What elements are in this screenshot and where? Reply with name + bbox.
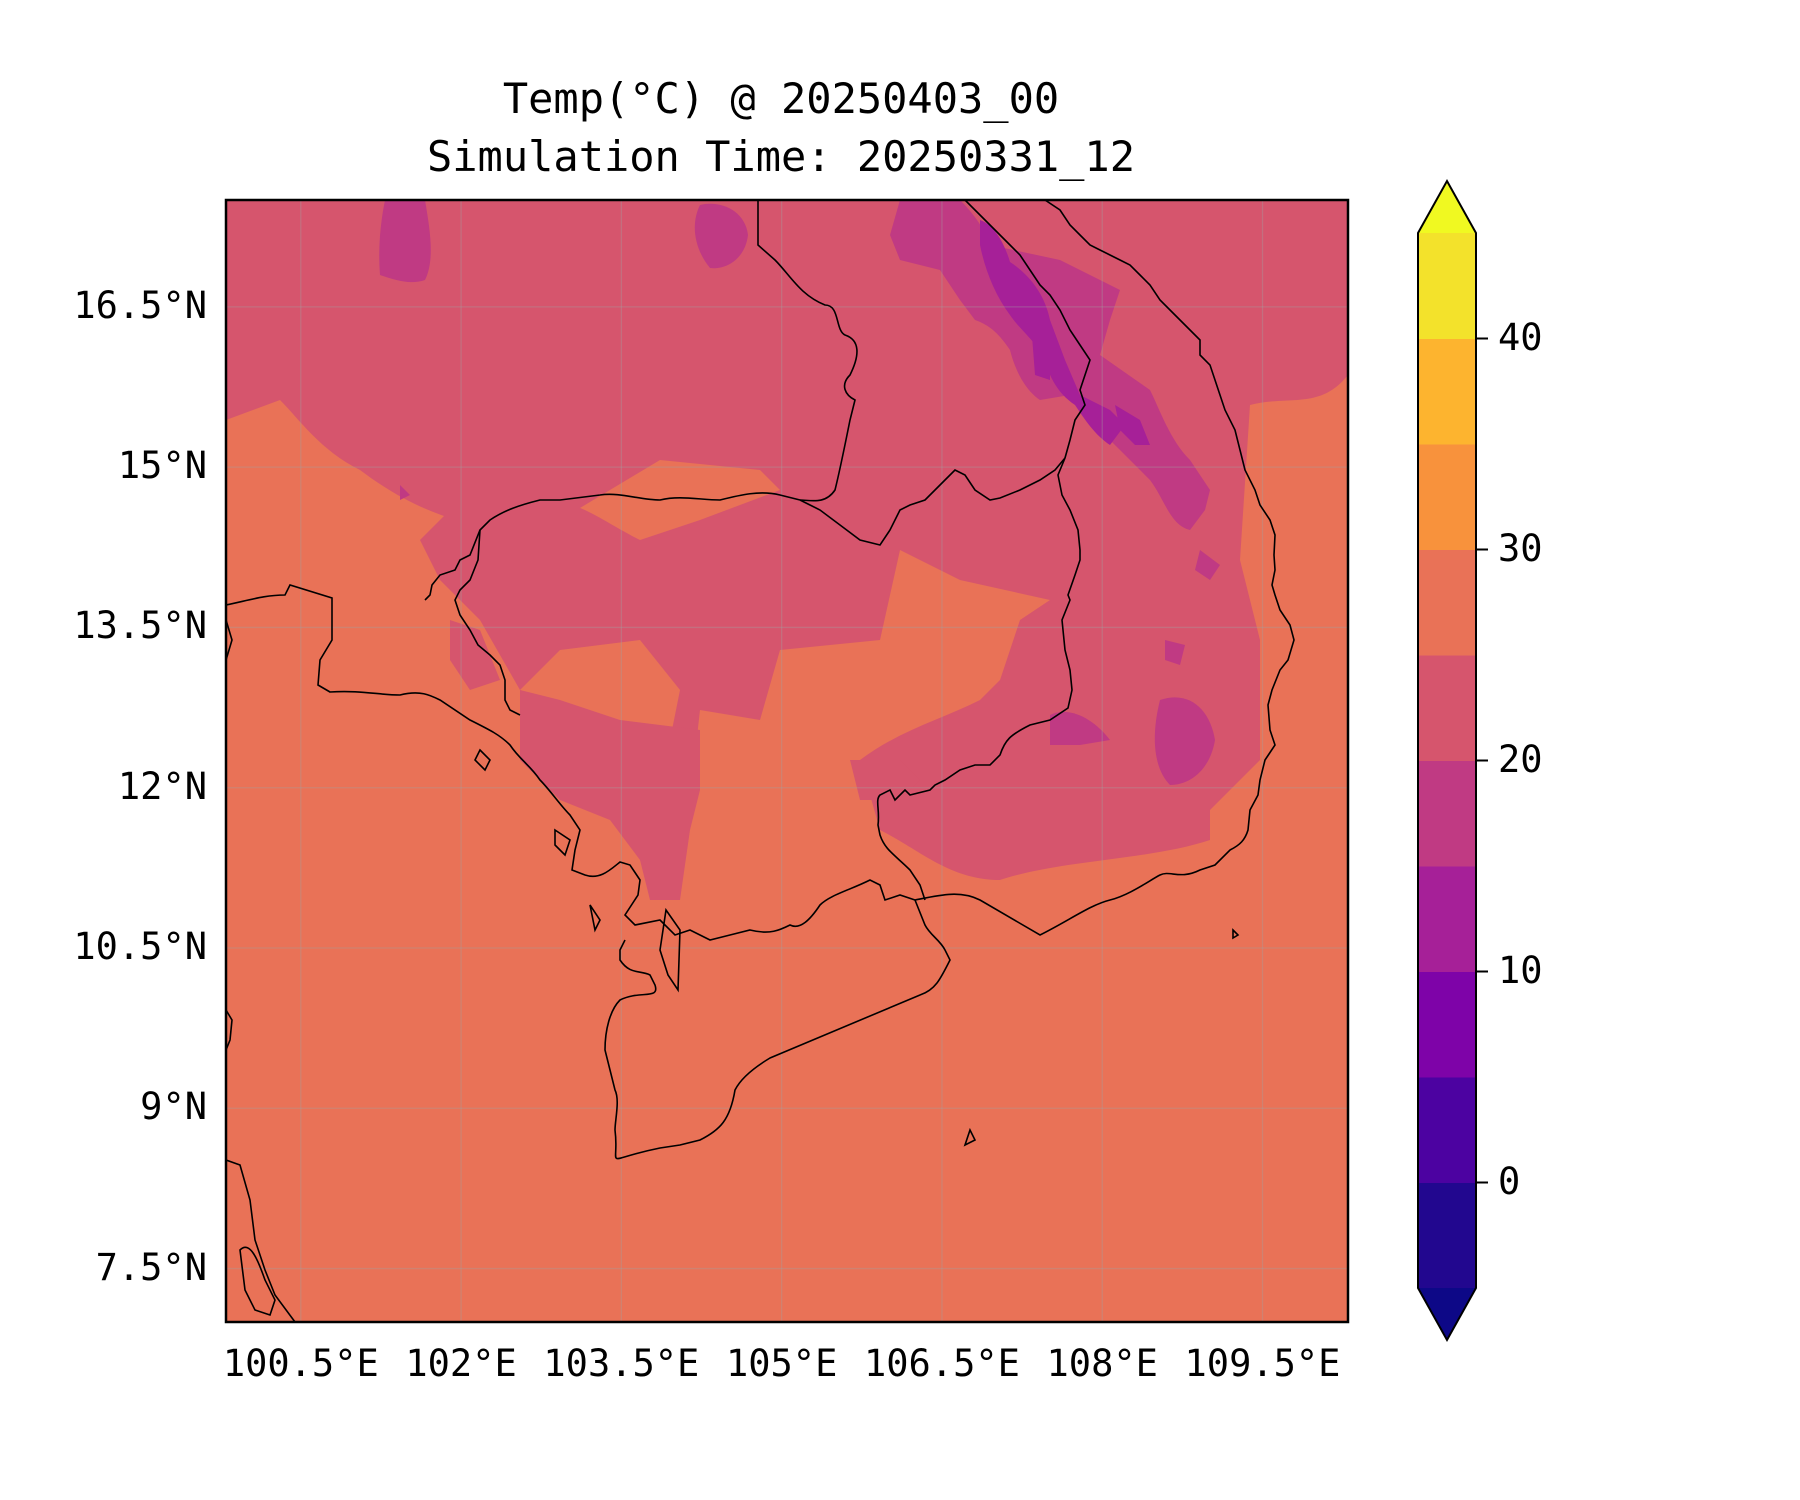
x-tick-label-1: 102°E bbox=[405, 1342, 517, 1385]
coastlines-borders bbox=[226, 200, 1295, 1322]
map-area bbox=[226, 200, 1348, 1322]
colorbar-segment-1 bbox=[1418, 1077, 1476, 1183]
x-tick-label-2: 103.5°E bbox=[543, 1342, 700, 1385]
colorbar-segment-4 bbox=[1418, 760, 1476, 867]
colorbar-tick-label-2: 20 bbox=[1498, 737, 1543, 781]
y-tick-label-6: 7.5°N bbox=[95, 1245, 207, 1289]
y-tick-label-4: 10.5°N bbox=[73, 925, 207, 968]
colorbar-tick-label-4: 40 bbox=[1498, 315, 1543, 359]
colorbar-tick-label-0: 0 bbox=[1498, 1159, 1521, 1203]
colorbar-segment-0 bbox=[1418, 1182, 1476, 1289]
colorbar-tick-label-1: 10 bbox=[1498, 948, 1543, 992]
temperature-band-10-15 bbox=[980, 220, 1150, 445]
colorbar-tick-label-3: 30 bbox=[1498, 526, 1543, 570]
colorbar-segment-2 bbox=[1418, 971, 1476, 1078]
y-tick-label-0: 16.5°N bbox=[73, 283, 207, 327]
colorbar-segment-8 bbox=[1418, 338, 1476, 445]
y-tick-label-2: 13.5°N bbox=[73, 604, 207, 648]
y-tick-label-3: 12°N bbox=[117, 764, 207, 808]
map-frame bbox=[224, 198, 1350, 1324]
y-axis-tick-labels: 16.5°N 15°N 13.5°N 12°N 10.5°N 9°N 7.5°N bbox=[0, 0, 207, 1500]
colorbar-segment-5 bbox=[1418, 655, 1476, 761]
colorbar-segment-7 bbox=[1418, 444, 1476, 550]
y-tick-label-1: 15°N bbox=[117, 444, 207, 488]
colorbar-segment-9 bbox=[1418, 233, 1476, 339]
y-tick-label-5: 9°N bbox=[140, 1085, 207, 1129]
x-tick-label-4: 106.5°E bbox=[863, 1342, 1020, 1385]
map-gridlines bbox=[226, 200, 1348, 1322]
x-tick-label-3: 105°E bbox=[725, 1342, 838, 1385]
x-tick-label-6: 109.5°E bbox=[1184, 1342, 1341, 1385]
colorbar bbox=[1417, 178, 1488, 1343]
chart-title: Temp(°C) @ 20250403_00 bbox=[502, 74, 1060, 123]
chart-subtitle: Simulation Time: 20250331_12 bbox=[426, 132, 1135, 181]
x-tick-label-5: 108°E bbox=[1046, 1342, 1158, 1385]
colorbar-outline bbox=[1417, 178, 1477, 1343]
colorbar-extend-max bbox=[1418, 181, 1476, 233]
x-tick-label-0: 100.5°E bbox=[222, 1342, 379, 1385]
colorbar-segment-6 bbox=[1418, 549, 1476, 656]
colorbar-segment-3 bbox=[1418, 866, 1476, 972]
colorbar-extend-min bbox=[1418, 1288, 1476, 1340]
